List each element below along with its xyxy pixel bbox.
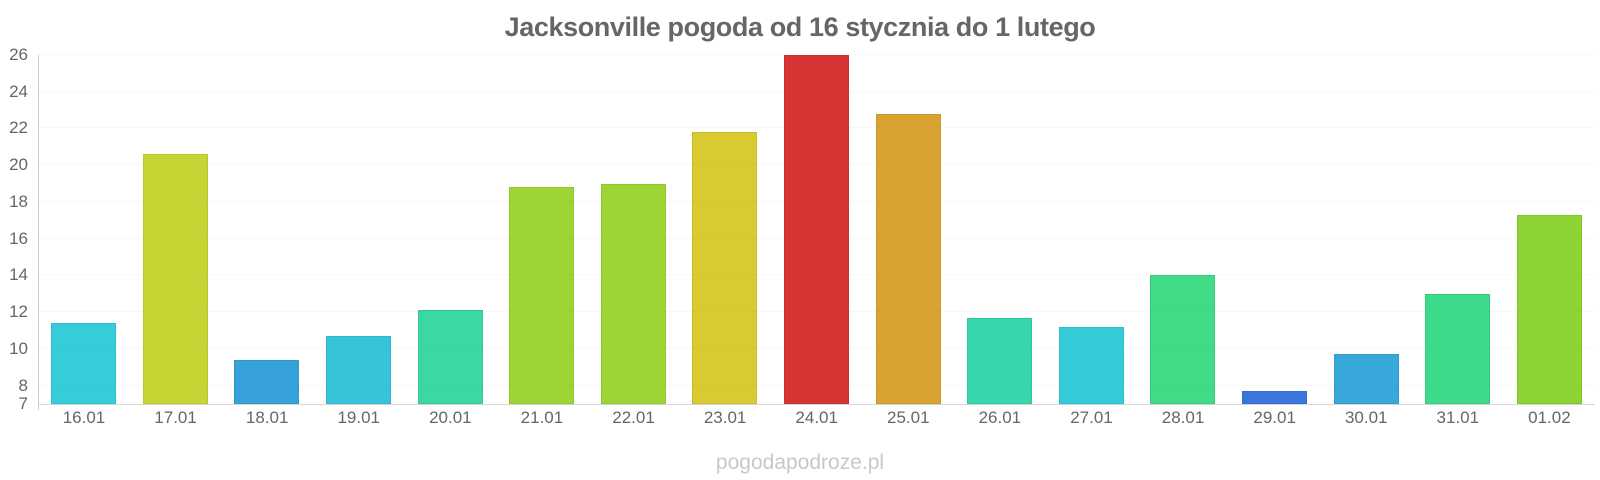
x-axis-label-30.01: 30.01 (1344, 408, 1388, 427)
x-axis-label-28.01: 28.01 (1161, 408, 1205, 427)
bar-19.01[interactable] (326, 336, 392, 404)
x-axis-label-20.01: 20.01 (429, 408, 472, 427)
x-axis-label-01.02: 01.02 (1528, 408, 1571, 427)
bar-01.02[interactable] (1516, 214, 1582, 404)
watermark-link[interactable]: pogodapodroze.pl (715, 451, 885, 474)
bar-23.01[interactable] (692, 132, 758, 404)
bar-25.01[interactable] (875, 113, 941, 404)
bar-31.01[interactable] (1425, 293, 1491, 404)
bar-21.01[interactable] (509, 187, 575, 404)
gridline-10 (38, 347, 1595, 349)
y-axis-label-18: 18 (9, 191, 28, 211)
y-axis-label-16: 16 (9, 228, 28, 248)
plot-area (38, 54, 1595, 404)
bar-16.01[interactable] (51, 323, 117, 404)
y-axis-label-8: 8 (18, 375, 28, 395)
chart-title: Jacksonville pogoda od 16 stycznia do 1 … (504, 12, 1096, 42)
bar-27.01[interactable] (1058, 326, 1124, 404)
x-axis-label-23.01: 23.01 (703, 408, 747, 427)
x-axis-label-24.01: 24.01 (795, 408, 838, 427)
bar-24.01[interactable] (784, 55, 849, 404)
x-axis-label-27.01: 27.01 (1070, 408, 1113, 427)
gridline-22 (38, 127, 1595, 129)
bar-18.01[interactable] (234, 359, 300, 404)
gridline-26 (38, 54, 1595, 55)
x-axis-label-31.01: 31.01 (1436, 408, 1480, 427)
y-axis-label-14: 14 (9, 265, 28, 285)
x-axis-label-25.01: 25.01 (887, 408, 930, 427)
bar-30.01[interactable] (1333, 354, 1399, 404)
gridline-8 (38, 384, 1595, 386)
x-axis-label-17.01: 17.01 (154, 408, 197, 427)
gridline-20 (38, 164, 1595, 166)
y-axis-label-20: 20 (9, 155, 28, 175)
gridline-14 (38, 274, 1595, 276)
x-axis-label-16.01: 16.01 (62, 408, 106, 427)
gridline-16 (38, 237, 1595, 239)
x-axis-label-18.01: 18.01 (245, 408, 289, 427)
bar-20.01[interactable] (417, 310, 483, 404)
bar-28.01[interactable] (1150, 275, 1216, 404)
y-axis-label-22: 22 (9, 118, 28, 138)
y-axis-line (38, 55, 39, 410)
bar-17.01[interactable] (142, 154, 208, 404)
y-axis-label-10: 10 (9, 338, 28, 358)
y-axis-label-24: 24 (9, 81, 28, 101)
x-axis-line (38, 404, 1595, 405)
y-axis-label-26: 26 (9, 45, 28, 64)
bar-26.01[interactable] (967, 317, 1033, 404)
gridline-24 (38, 90, 1595, 92)
x-axis-label-29.01: 29.01 (1253, 408, 1296, 427)
x-axis-label-19.01: 19.01 (337, 408, 381, 427)
y-axis-label-7: 7 (18, 394, 28, 413)
gridline-12 (38, 311, 1595, 313)
x-axis-label-21.01: 21.01 (520, 408, 564, 427)
x-axis-label-26.01: 26.01 (978, 408, 1022, 427)
gridline-18 (38, 200, 1595, 202)
x-axis-label-22.01: 22.01 (612, 408, 655, 427)
y-axis-label-12: 12 (9, 302, 28, 322)
bar-22.01[interactable] (600, 183, 666, 404)
bar-29.01[interactable] (1241, 391, 1307, 404)
